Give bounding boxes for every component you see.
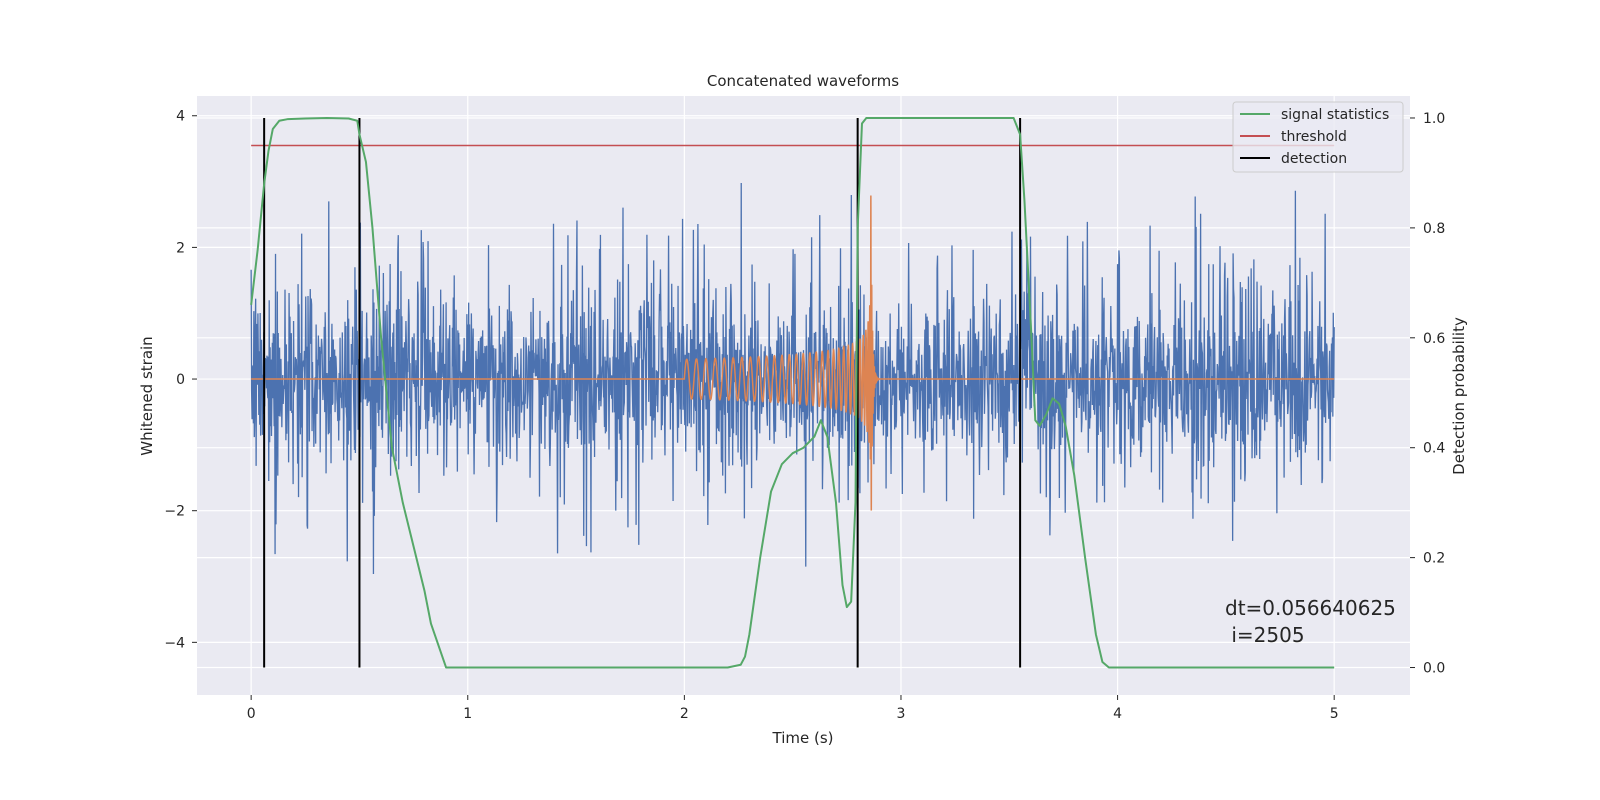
legend-label-signal-statistics: signal statistics bbox=[1281, 107, 1389, 123]
y-left-tick-label-4: −4 bbox=[164, 635, 185, 651]
annotation-dt: dt=0.056640625 bbox=[1225, 596, 1396, 620]
x-tick-label-4: 4 bbox=[1113, 706, 1122, 722]
y-left-tick-label-1: 2 bbox=[176, 240, 185, 256]
x-tick-label-2: 2 bbox=[680, 706, 689, 722]
signal-statistics-line bbox=[250, 116, 1335, 669]
series-whitened-strain bbox=[250, 182, 1335, 575]
y-right-tick-label-4: 0.2 bbox=[1423, 551, 1445, 567]
annotation-i: i=2505 bbox=[1225, 623, 1305, 647]
legend-label-detection: detection bbox=[1281, 151, 1347, 167]
series-detection bbox=[263, 117, 1022, 668]
legend-box bbox=[1232, 101, 1404, 173]
y-right-tick-label-2: 0.6 bbox=[1423, 331, 1445, 347]
legend-label-threshold: threshold bbox=[1281, 129, 1347, 145]
y-axis-right-label: Detection probability bbox=[1450, 317, 1468, 475]
x-tick-label-5: 5 bbox=[1330, 706, 1339, 722]
x-tick-label-3: 3 bbox=[897, 706, 906, 722]
noise-trace bbox=[250, 182, 1335, 575]
axis-ticks: 0 1 2 3 4 5 4 2 0 −2 −4 1.0 0.8 0.6 0.4 0.2 0.0 bbox=[164, 109, 1445, 722]
legend: signal statistics threshold detection bbox=[1232, 101, 1404, 173]
y-right-tick-label-1: 0.8 bbox=[1423, 221, 1445, 237]
x-tick-label-1: 1 bbox=[463, 706, 472, 722]
y-left-tick-label-0: 4 bbox=[176, 109, 185, 125]
chart-title: Concatenated waveforms bbox=[707, 72, 899, 90]
x-axis-label: Time (s) bbox=[772, 729, 834, 747]
y-left-tick-label-2: 0 bbox=[176, 372, 185, 388]
y-right-tick-label-3: 0.4 bbox=[1423, 441, 1445, 457]
y-left-tick-label-3: −2 bbox=[164, 504, 185, 520]
series-signal-statistics bbox=[250, 116, 1335, 669]
x-tick-label-0: 0 bbox=[247, 706, 256, 722]
y-axis-left-label: Whitened strain bbox=[138, 336, 156, 455]
y-right-tick-label-5: 0.0 bbox=[1423, 661, 1445, 677]
y-right-tick-label-0: 1.0 bbox=[1423, 111, 1445, 127]
